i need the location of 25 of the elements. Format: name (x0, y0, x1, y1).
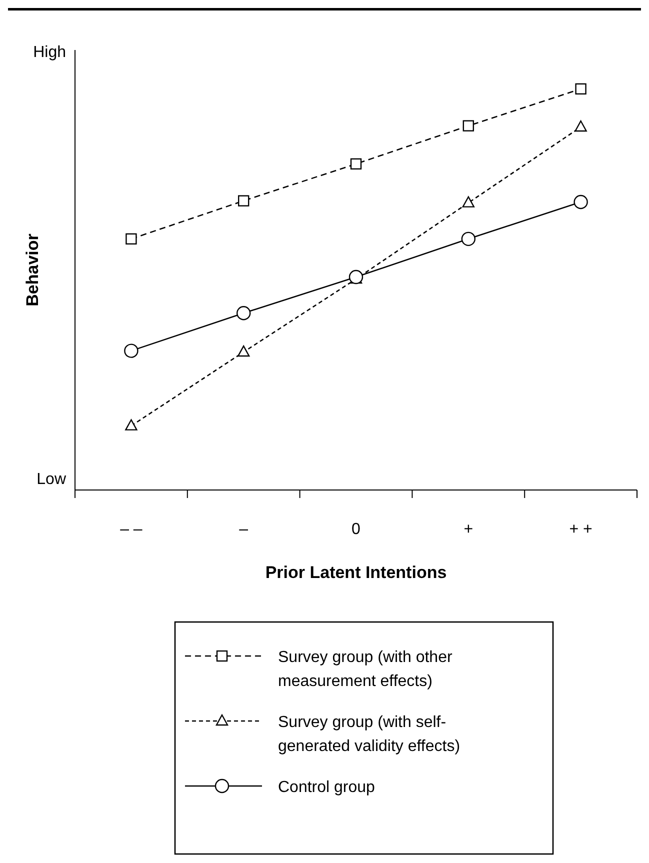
legend-label: Survey group (with self-generated validity effects) (278, 714, 460, 755)
text: High (33, 44, 66, 61)
point (462, 196, 474, 208)
x-tick-label: + (464, 521, 474, 538)
point (462, 120, 474, 132)
point (461, 232, 476, 246)
x-tick-label: + + (569, 521, 592, 538)
x-tick-label: – – (120, 521, 142, 538)
y-axis-title: Behavior (23, 233, 42, 306)
x-axis-title: Prior Latent Intentions (265, 563, 447, 582)
text: Low (36, 471, 66, 488)
point (574, 194, 588, 210)
point (238, 195, 250, 206)
point (575, 83, 586, 95)
legend-label: Control group (278, 779, 376, 796)
x-tick-label: 0 (352, 521, 361, 538)
point (126, 233, 137, 245)
x-tick-label: – (239, 521, 248, 538)
point (574, 120, 587, 132)
point (350, 158, 362, 170)
point (236, 306, 251, 320)
point (125, 419, 138, 430)
legend-label: Survey group (with other measurement effects) (278, 649, 453, 690)
point (124, 344, 138, 358)
point (238, 345, 250, 357)
